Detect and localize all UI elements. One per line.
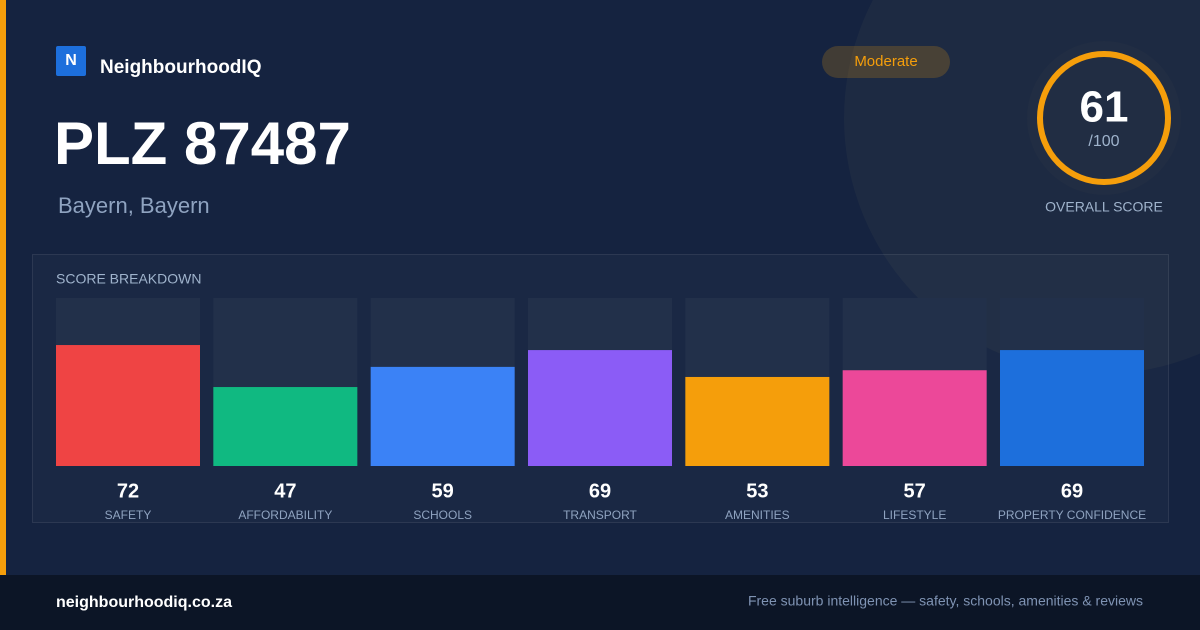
bar-label: AFFORDABILITY [238, 508, 332, 522]
footer-tagline: Free suburb intelligence — safety, schoo… [748, 593, 1143, 609]
gauge-ring [1037, 51, 1171, 185]
bar-value: 47 [274, 480, 296, 502]
bar-value: 69 [589, 480, 611, 502]
bar-value: 72 [117, 480, 139, 502]
bar [842, 370, 987, 466]
bar-label: SCHOOLS [413, 508, 472, 522]
badge [822, 46, 950, 78]
accent-stripe [0, 0, 6, 575]
bar-value: 53 [746, 480, 768, 502]
bar [685, 376, 830, 466]
bar-label: SAFETY [105, 508, 152, 522]
bar [213, 387, 358, 466]
bar-value: 69 [1061, 480, 1083, 502]
bar-label: TRANSPORT [563, 508, 637, 522]
logo [56, 46, 86, 76]
brand-name: NeighbourhoodIQ [100, 57, 261, 78]
breakdown-title: SCORE BREAKDOWN [56, 271, 201, 287]
bar-label: PROPERTY CONFIDENCE [998, 508, 1146, 522]
badge-text: Moderate [854, 53, 917, 70]
gauge-bg [1027, 41, 1181, 195]
bar-value: 57 [904, 480, 926, 502]
bar-value: 59 [432, 480, 454, 502]
bar-label: AMENITIES [725, 508, 790, 522]
breakdown-panel [32, 254, 1169, 523]
bar [528, 350, 672, 466]
footer [0, 575, 1200, 630]
overall-score: 61 [1080, 83, 1129, 132]
overall-out-of: /100 [1088, 133, 1119, 150]
title: PLZ 87487 [54, 110, 351, 177]
bar [1000, 350, 1144, 466]
bar [370, 366, 515, 466]
bar [56, 345, 200, 466]
bar-label: LIFESTYLE [883, 508, 946, 522]
subtitle: Bayern, Bayern [58, 193, 210, 218]
overall-label: OVERALL SCORE [1045, 199, 1163, 215]
logo-letter: N [65, 52, 77, 69]
footer-site: neighbourhoodiq.co.za [56, 594, 232, 611]
